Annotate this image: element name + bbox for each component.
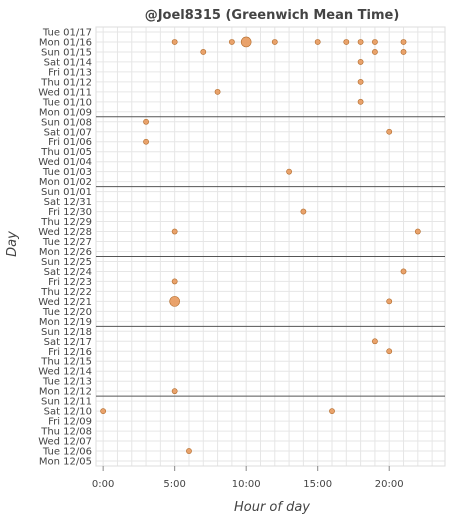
x-tick-labels: 0:00 5:00 10:00 15:00 20:00 xyxy=(92,466,404,490)
data-point xyxy=(228,39,235,45)
data-point xyxy=(372,39,378,45)
y-tick-label: Mon 01/09 xyxy=(39,107,92,118)
data-point xyxy=(386,128,393,135)
y-tick-label: Thu 12/08 xyxy=(40,427,92,438)
y-tick-label: Sun 12/25 xyxy=(41,257,92,268)
y-tick-label: Sun 01/01 xyxy=(41,187,92,198)
data-point xyxy=(357,98,364,105)
y-tick-label: Fri 12/16 xyxy=(48,347,92,358)
x-tick-label: 15:00 xyxy=(303,479,332,490)
y-tick-label: Thu 01/12 xyxy=(40,77,92,88)
data-point xyxy=(143,118,149,125)
y-tick-label: Wed 12/14 xyxy=(38,367,92,378)
y-tick-label: Tue 12/20 xyxy=(42,307,92,318)
x-tick-label: 10:00 xyxy=(232,479,261,490)
data-point xyxy=(329,408,335,415)
y-tick-label: Mon 01/16 xyxy=(39,37,92,48)
y-tick-label: Sun 01/08 xyxy=(41,117,92,128)
y-tick-label: Tue 12/13 xyxy=(42,377,92,388)
week-separators xyxy=(96,116,445,397)
y-tick-label: Thu 12/22 xyxy=(40,287,92,298)
data-point xyxy=(314,39,321,45)
y-tick-label: Fri 12/09 xyxy=(48,417,92,428)
y-tick-label: Sat 12/31 xyxy=(44,197,92,208)
x-axis-label: Hour of day xyxy=(234,500,310,515)
y-tick-label: Sun 12/11 xyxy=(41,397,92,408)
data-point xyxy=(357,59,364,65)
data-point xyxy=(169,296,180,307)
data-point xyxy=(171,39,178,45)
data-point xyxy=(400,268,407,275)
y-tick-label: Thu 12/15 xyxy=(40,357,92,368)
data-point xyxy=(372,49,378,55)
data-point xyxy=(414,228,421,235)
y-tick-label: Sun 12/18 xyxy=(41,327,92,338)
y-tick-label: Tue 01/03 xyxy=(42,167,92,178)
data-point xyxy=(186,448,192,454)
data-point xyxy=(171,228,178,235)
y-tick-label: Tue 12/06 xyxy=(42,447,92,458)
chart-title: @Joel8315 (Greenwich Mean Time) xyxy=(145,8,400,23)
y-tick-label: Wed 01/04 xyxy=(38,157,92,168)
plot-frame xyxy=(95,26,446,467)
data-point xyxy=(357,78,364,85)
y-tick-label: Wed 12/07 xyxy=(38,437,92,448)
x-tick-label: 5:00 xyxy=(163,479,185,490)
data-point xyxy=(171,278,178,285)
y-tick-label: Fri 12/30 xyxy=(48,207,92,218)
data-point xyxy=(214,88,221,95)
data-point xyxy=(400,49,407,55)
data-point xyxy=(100,408,107,415)
y-tick-label: Thu 01/05 xyxy=(40,147,92,158)
data-point xyxy=(386,348,393,355)
y-tick-label: Sun 01/15 xyxy=(41,47,92,58)
y-tick-label: Mon 12/19 xyxy=(39,317,92,328)
data-point xyxy=(372,338,378,345)
y-axis-label: Day xyxy=(5,231,20,257)
y-tick-label: Fri 01/13 xyxy=(48,67,92,78)
y-tick-label: Sat 01/07 xyxy=(44,127,92,138)
data-point xyxy=(286,168,292,175)
y-tick-label: Mon 12/05 xyxy=(39,457,92,468)
data-point xyxy=(386,298,393,305)
y-tick-label: Mon 12/12 xyxy=(39,387,92,398)
data-point xyxy=(240,36,252,48)
x-tick-label: 0:00 xyxy=(92,479,114,490)
y-tick-label: Mon 01/02 xyxy=(39,177,92,188)
y-tick-label: Sat 01/14 xyxy=(44,57,92,68)
data-point xyxy=(271,39,278,45)
y-tick-label: Tue 01/17 xyxy=(42,27,92,38)
data-point xyxy=(171,388,178,395)
data-point xyxy=(357,39,364,45)
data-point xyxy=(200,49,207,55)
y-tick-label: Mon 12/26 xyxy=(39,247,92,258)
y-tick-label: Tue 01/10 xyxy=(42,97,92,108)
y-tick-label: Sat 12/17 xyxy=(44,337,92,348)
y-tick-label: Wed 12/28 xyxy=(38,227,92,238)
data-point xyxy=(343,39,350,45)
data-point xyxy=(143,138,149,145)
data-point xyxy=(400,39,407,45)
x-tick-label: 20:00 xyxy=(375,479,404,490)
data-point xyxy=(300,208,307,215)
y-tick-label: Wed 01/11 xyxy=(38,87,92,98)
y-tick-label: Thu 12/29 xyxy=(40,217,92,228)
y-tick-label: Fri 01/06 xyxy=(48,137,92,148)
y-tick-label: Sat 12/10 xyxy=(44,407,92,418)
y-tick-label: Fri 12/23 xyxy=(48,277,92,288)
grid xyxy=(95,26,446,467)
y-tick-label: Tue 12/27 xyxy=(42,237,92,248)
y-tick-label: Sat 12/24 xyxy=(44,267,92,278)
data-points xyxy=(100,36,421,454)
y-tick-label: Wed 12/21 xyxy=(38,297,92,308)
